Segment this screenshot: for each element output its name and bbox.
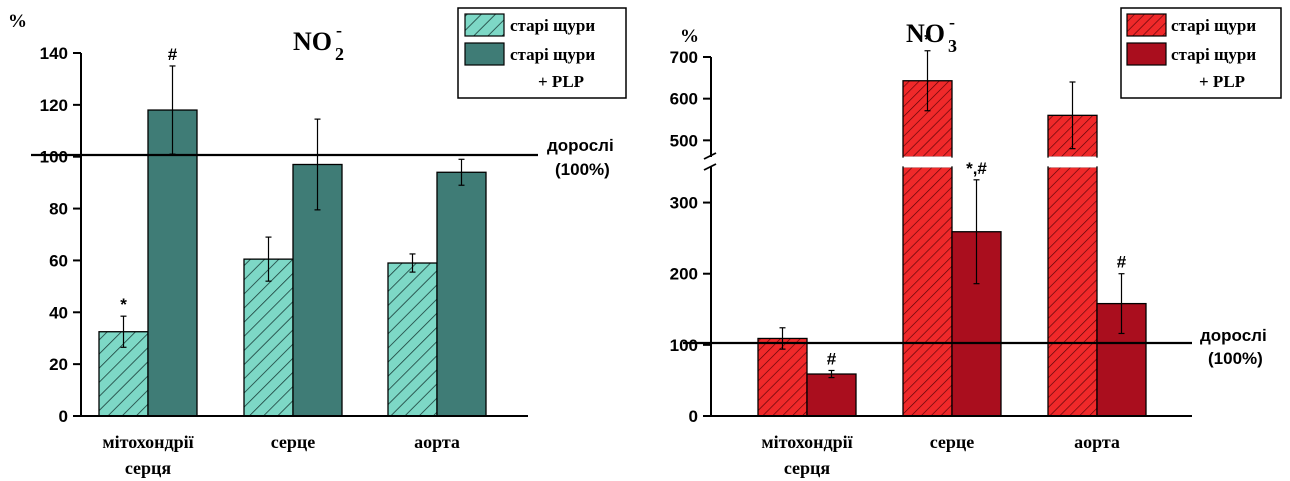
legend-label-plp-cont: + PLP <box>1199 72 1245 91</box>
bar <box>436 171 487 417</box>
reference-label-line1: дорослі <box>1200 326 1267 345</box>
legend-label-plp: старі щури <box>510 45 595 64</box>
y-tick-label: 80 <box>49 200 68 219</box>
significance-mark: # <box>1117 253 1127 272</box>
chart-title: NO <box>293 27 332 56</box>
bar <box>806 373 857 417</box>
reference-label-line2: (100%) <box>1208 349 1263 368</box>
y-tick-label: 300 <box>670 194 698 213</box>
bar <box>292 163 343 417</box>
y-tick-label: 100 <box>40 148 68 167</box>
y-tick-label: 120 <box>40 96 68 115</box>
legend-label-old: старі щури <box>1171 16 1256 35</box>
y-tick-label: 600 <box>670 90 698 109</box>
significance-mark: # <box>168 45 178 64</box>
legend-swatch-old <box>464 13 505 37</box>
y-tick-label: 0 <box>689 407 698 426</box>
y-tick-label: 700 <box>670 48 698 67</box>
legend: старі щури старі щури + PLP <box>1120 7 1282 99</box>
y-tick-label: 100 <box>670 336 698 355</box>
significance-mark: # <box>827 349 837 368</box>
y-axis-label: % <box>8 11 27 32</box>
significance-mark: * <box>924 30 931 49</box>
axis-break-gap <box>903 156 952 168</box>
bars <box>757 80 1147 417</box>
chart-title: NO <box>906 19 945 48</box>
chart-title-superscript: - <box>336 20 342 40</box>
y-ticks: 0 100 200 300 500 600 700 <box>670 48 711 426</box>
chart-title-subscript: 2 <box>335 44 344 64</box>
legend-label-plp: старі щури <box>1171 45 1256 64</box>
y-axis-label: % <box>680 26 699 47</box>
legend-label-old: старі щури <box>510 16 595 35</box>
bar <box>243 258 294 417</box>
bars <box>98 109 487 417</box>
y-tick-label: 40 <box>49 303 68 322</box>
axis-break-mark <box>703 152 717 171</box>
y-ticks: 0 20 40 60 80 100 120 140 <box>40 44 81 426</box>
bar <box>757 337 808 417</box>
category-label: аорта <box>414 432 460 452</box>
y-tick-label: 500 <box>670 131 698 150</box>
bar <box>1047 166 1098 417</box>
category-label: мітохондрії серця <box>102 432 194 478</box>
category-label: мітохондрії серця <box>761 432 853 478</box>
legend-swatch-old <box>1126 13 1167 37</box>
legend-swatch-plp <box>1126 42 1167 66</box>
y-tick-label: 20 <box>49 355 68 374</box>
legend: старі щури старі щури + PLP <box>457 7 627 99</box>
axis-break-gap <box>1048 156 1097 168</box>
error-bars <box>120 65 465 348</box>
category-label: серце <box>271 432 316 452</box>
y-tick-label: 0 <box>59 407 68 426</box>
bar <box>147 109 198 417</box>
significance-marks: *# <box>120 45 178 314</box>
y-tick-label: 140 <box>40 44 68 63</box>
y-tick-label: 60 <box>49 251 68 270</box>
bar <box>902 166 953 417</box>
chart-title-superscript: - <box>949 12 955 32</box>
error-bars <box>779 50 1125 379</box>
significance-marks: # * *,# # <box>827 30 1127 369</box>
significance-mark: *,# <box>966 159 987 178</box>
category-label: серце <box>930 432 975 452</box>
bar <box>387 262 438 417</box>
chart-title-subscript: 3 <box>948 36 957 56</box>
category-label: аорта <box>1074 432 1120 452</box>
reference-label-line1: дорослі <box>547 136 614 155</box>
legend-label-plp-cont: + PLP <box>538 72 584 91</box>
reference-label-line2: (100%) <box>555 160 610 179</box>
significance-mark: * <box>120 295 127 314</box>
legend-swatch-plp <box>464 42 505 66</box>
chart-no3: 0 100 200 300 500 600 700 # * *,# # % NO 3 - доро… <box>670 7 1282 478</box>
y-tick-label: 200 <box>670 265 698 284</box>
